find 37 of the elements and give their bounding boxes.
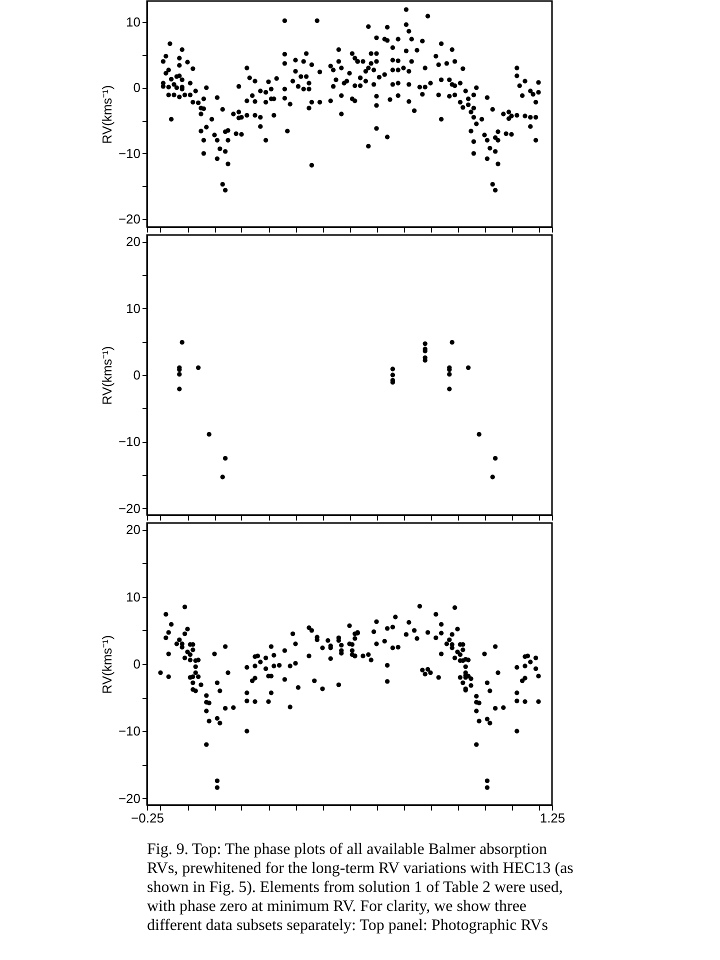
- y-axis-title: RV(kms⁻¹): [99, 85, 114, 144]
- point: [450, 340, 454, 345]
- y-tick-label: 10: [126, 300, 140, 316]
- y-tick-label: 0: [133, 656, 140, 672]
- point: [390, 366, 396, 372]
- point: [177, 372, 182, 377]
- point: [222, 456, 228, 461]
- y-axis-title: RV(kms⁻¹): [99, 346, 114, 405]
- y-tick-label: 0: [133, 368, 140, 382]
- point: [447, 372, 452, 377]
- y-tick-label: −20: [118, 500, 140, 516]
- y-tick-label: 20: [126, 522, 140, 538]
- point: [206, 432, 212, 437]
- y-tick-label: −20: [118, 790, 140, 806]
- y-tick-label: 20: [126, 234, 140, 250]
- x-tick-label: 1.25: [540, 810, 566, 826]
- y-axis-title: RV(kms⁻¹): [99, 635, 114, 694]
- point: [492, 456, 498, 461]
- y-tick-label: 10: [126, 14, 140, 30]
- y-tick-label: −20: [118, 212, 140, 227]
- y-tick-label: −10: [118, 146, 140, 161]
- y-tick-label: −10: [118, 434, 140, 450]
- caption: Fig. 9. Top: The phase plots of all available Balmer absorption RVs, prewhitened for the long-term RV variations with HEC13 (as shown in Fig. 5). Elements from solution 1 of Table 2 were used, with phase zero at minimum RV. For clarity, we show three different data subsets separately: Top panel: Photographic RVs: [147, 841, 574, 934]
- point: [466, 365, 471, 370]
- point: [422, 341, 428, 346]
- y-tick-label: 10: [126, 589, 140, 604]
- point: [180, 340, 184, 345]
- point: [476, 432, 482, 437]
- y-tick-label: 0: [133, 80, 140, 96]
- y-tick-label: −10: [118, 724, 140, 739]
- point: [177, 386, 182, 392]
- point: [220, 474, 225, 480]
- x-tick-label: −0.25: [131, 810, 164, 826]
- point: [390, 372, 396, 378]
- point: [490, 474, 495, 480]
- point: [447, 386, 452, 392]
- point: [196, 365, 201, 370]
